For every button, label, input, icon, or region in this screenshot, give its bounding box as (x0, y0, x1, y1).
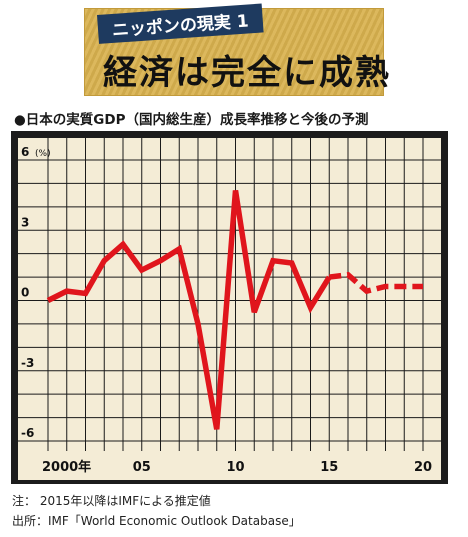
y-tick-label: -3 (21, 356, 34, 370)
y-tick-label: 6 (21, 145, 29, 159)
x-tick-label: 05 (133, 460, 151, 475)
header-banner: ニッポンの現実 1 経済は完全に成熟 (84, 3, 389, 96)
y-axis-unit: (%) (35, 149, 51, 159)
banner-title: 経済は完全に成熟 (103, 53, 391, 93)
x-tick-label: 10 (226, 460, 244, 475)
actual-line (46, 190, 332, 430)
x-tick-label: 20 (414, 460, 432, 475)
banner-tag: ニッポンの現実 1 (97, 3, 264, 44)
x-axis-band (18, 451, 441, 480)
source-note: 出所：IMF「World Economic Outlook Database」 (12, 514, 301, 528)
chart-frame: 6 3 0 -3 -6 (%) 2000年 05 10 15 20 (11, 131, 448, 484)
chart-title: ●日本の実質GDP（国内総生産）成長率推移と今後の予測 (14, 112, 369, 128)
y-tick-label: -6 (21, 426, 34, 440)
y-tick-label: 0 (21, 286, 29, 300)
x-tick-label: 2000年 (42, 459, 91, 475)
x-tick-label: 15 (320, 460, 338, 475)
y-tick-label: 3 (21, 215, 29, 229)
footnote: 注： 2015年以降はIMFによる推定値 (12, 494, 211, 508)
gdp-line-chart: 6 3 0 -3 -6 (%) 2000年 05 10 15 20 (18, 138, 441, 480)
